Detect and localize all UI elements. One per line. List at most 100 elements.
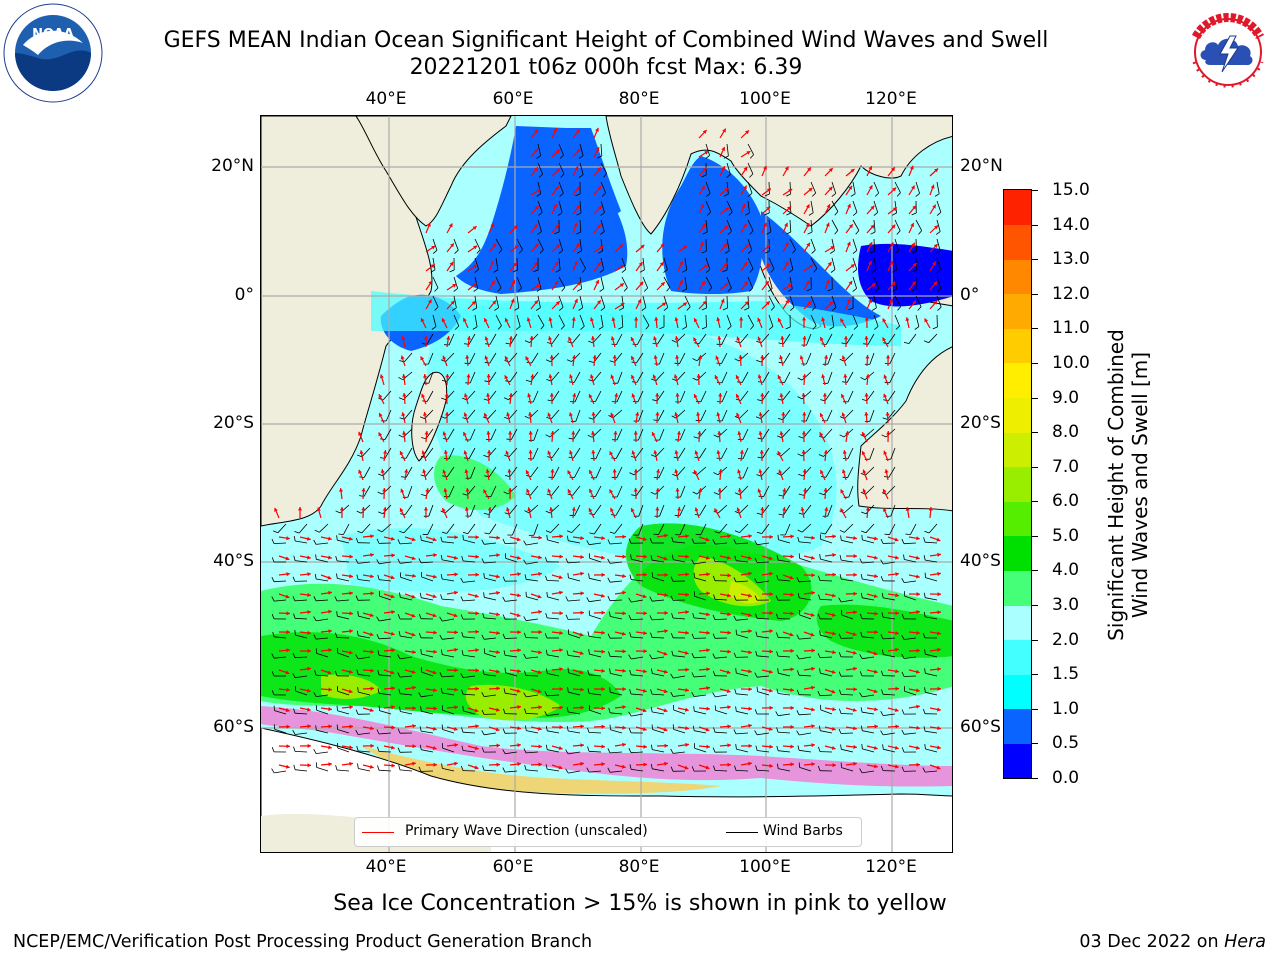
wind-barb [739, 504, 749, 514]
wind-barb-feather [818, 454, 824, 457]
wind-barb-feather [357, 687, 359, 693]
wave-arrow-head [882, 337, 887, 342]
wind-barb [579, 257, 586, 269]
wave-arrow-head [487, 450, 492, 454]
wind-barb-feather [911, 250, 917, 254]
wind-barb [593, 504, 602, 516]
wave-arrow-head [819, 432, 824, 437]
wave-arrow-head [349, 761, 353, 766]
wave-arrow-head [790, 724, 794, 729]
wave-arrow-head [868, 260, 872, 265]
wind-barb [736, 748, 749, 753]
wind-barb [573, 371, 581, 383]
wave-arrow-head [504, 375, 509, 380]
wind-barb [462, 693, 476, 696]
wind-barb-feather [671, 613, 674, 619]
wind-barb-feather [727, 230, 732, 235]
wind-barb-feather [692, 358, 698, 362]
bay-of-bengal-low-waves [662, 156, 763, 295]
wind-barb-feather [936, 287, 942, 292]
wave-arrow-head [487, 507, 492, 511]
wave-arrow-head [513, 262, 517, 267]
wave-arrow-head [853, 536, 857, 541]
wave-arrow-head [475, 724, 479, 729]
wind-barb-feather [672, 378, 677, 382]
wind-barb-feather [357, 454, 363, 458]
wind-barb [865, 523, 875, 534]
wind-barb-feather [705, 269, 711, 273]
wind-barb-feather [861, 725, 863, 731]
wave-arrow-head [401, 412, 406, 417]
wind-barb-feather [670, 632, 674, 638]
wind-barb [721, 333, 728, 345]
wave-arrow-head [508, 336, 513, 340]
wind-barb-feather [672, 473, 678, 477]
wave-arrow-head [642, 727, 647, 731]
wave-arrow-head [349, 574, 353, 579]
wave-arrow-head [758, 469, 763, 473]
wind-barb [663, 276, 671, 288]
wind-barb-feather [397, 558, 401, 564]
wind-barb [715, 656, 728, 659]
wind-barb [516, 238, 523, 250]
wave-arrow-head [445, 374, 450, 378]
wave-arrow-head [433, 649, 437, 654]
wind-barb-feather [440, 536, 443, 542]
wind-barb-feather [747, 192, 753, 197]
wind-barb [579, 162, 584, 175]
wave-arrow-head [580, 724, 584, 729]
wind-barb [657, 333, 665, 345]
wind-barb [526, 618, 539, 622]
wind-barb-feather [558, 250, 563, 254]
wind-barb-feather [440, 594, 443, 600]
wave-arrow-head [780, 336, 785, 340]
wind-barb-feather [818, 746, 821, 752]
wind-barb [635, 485, 644, 497]
wind-barb [757, 691, 770, 696]
wave-arrow-head [684, 650, 689, 655]
wind-barb-feather [545, 649, 548, 655]
wind-barb-feather [518, 249, 523, 254]
wind-barb [426, 390, 434, 402]
wind-barb-feather [600, 231, 605, 235]
wind-barb [673, 541, 686, 544]
wind-barb [631, 713, 644, 717]
wind-barb [274, 728, 287, 734]
colorbar-label: 6.0 [1052, 491, 1080, 512]
lat-tick-left: 20°S [213, 413, 254, 433]
wave-arrow-head [849, 224, 853, 229]
wind-barb [847, 466, 854, 478]
wind-barb [810, 238, 816, 251]
wave-arrow-head [274, 507, 278, 512]
wind-barb-feather [461, 727, 464, 733]
wind-barb [484, 694, 497, 697]
wave-arrow-head [894, 537, 899, 542]
wind-barb-feather [733, 577, 737, 583]
colorbar-tick [1032, 778, 1038, 779]
wind-barb-feather [712, 747, 716, 753]
wind-barb-feather [797, 377, 803, 381]
wind-barb [315, 599, 329, 602]
wave-arrow-head [510, 298, 515, 303]
wind-barb-feather [313, 749, 317, 754]
wave-arrow-head [706, 572, 710, 577]
wind-barb-feather [566, 530, 572, 533]
wind-barb [789, 238, 796, 250]
wave-arrow-head [864, 393, 869, 397]
wind-barb [382, 466, 392, 477]
wind-barb [862, 656, 875, 660]
wind-barb-feather [397, 747, 401, 753]
wind-barb [798, 674, 812, 677]
wind-barb [547, 749, 560, 753]
wind-barb-feather [733, 615, 737, 621]
wave-arrow-head [757, 488, 762, 493]
wind-barb [768, 257, 775, 270]
wind-barb-feather [829, 326, 835, 330]
wave-arrow-head [433, 688, 437, 693]
wind-barb [694, 710, 707, 715]
wind-barb [568, 770, 581, 774]
wind-barb [864, 428, 875, 438]
wind-barb [894, 181, 901, 193]
wind-barb [621, 276, 628, 288]
wave-arrow-head [537, 670, 542, 675]
